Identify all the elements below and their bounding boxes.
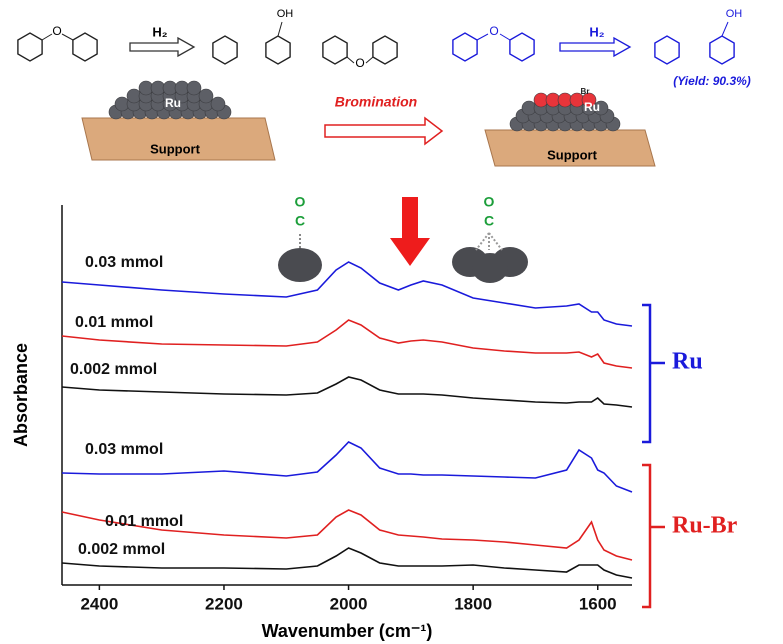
arrow <box>390 197 430 266</box>
atom-label: OH <box>277 8 294 20</box>
atom <box>593 100 609 116</box>
x-tick-label: 1800 <box>454 594 492 613</box>
yield: (Yield: 90.3%) <box>673 74 751 88</box>
series-label: 0.002 mmol <box>78 541 165 558</box>
atom-label: O <box>489 24 498 38</box>
series-label: 0.03 mmol <box>85 441 163 458</box>
atom <box>198 88 214 104</box>
arrow <box>324 116 444 146</box>
bond <box>41 21 374 64</box>
x-tick-label: 2400 <box>80 594 118 613</box>
arrow <box>129 36 196 58</box>
series-label: 0.01 mmol <box>105 513 183 530</box>
ring <box>452 32 478 62</box>
ring <box>654 35 680 65</box>
spectrum <box>61 547 633 579</box>
ring <box>72 32 98 62</box>
metal-label: Ru <box>584 100 600 114</box>
scheme: Support Support H₂ H₂ O OH O O OH (Yield… <box>52 8 751 167</box>
ring <box>509 32 535 62</box>
spectrum <box>61 441 633 493</box>
ring <box>212 35 238 65</box>
atom-label: Br <box>581 87 590 96</box>
metal-label: Ru <box>165 96 181 110</box>
atom <box>186 80 202 96</box>
ring <box>709 35 735 65</box>
spectrum <box>61 319 633 369</box>
group-label: Ru-Br <box>672 513 738 539</box>
co-site <box>472 253 508 283</box>
ring <box>372 35 398 65</box>
atom-label: OH <box>726 8 743 20</box>
step-label: Bromination <box>335 94 417 110</box>
x-tick-label: 1600 <box>579 594 617 613</box>
atom-label: O <box>355 56 364 70</box>
reagent: H₂ <box>589 24 604 39</box>
ring <box>265 35 291 65</box>
co-label: O <box>484 194 495 210</box>
atom <box>210 96 226 112</box>
co-site <box>278 248 322 282</box>
series-label: 0.03 mmol <box>85 254 163 271</box>
spectrum <box>61 509 633 561</box>
x-tick-label: 2000 <box>330 594 368 613</box>
spectrum <box>61 376 633 408</box>
reagent: H₂ <box>152 24 167 39</box>
co-label: O <box>295 194 306 210</box>
support-label: Support <box>547 147 597 162</box>
y-axis-label: Absorbance <box>11 343 31 447</box>
co-label: C <box>484 213 494 229</box>
spectrum <box>61 261 633 327</box>
bond <box>476 21 729 41</box>
x-tick-label: 2200 <box>205 594 243 613</box>
x-axis-label: Wavenumber (cm⁻¹) <box>262 621 433 641</box>
group-label: Ru <box>672 349 703 375</box>
bracket <box>642 303 665 444</box>
series-label: 0.01 mmol <box>75 314 153 331</box>
atom <box>581 92 597 108</box>
atom-label: O <box>52 24 61 38</box>
ring <box>17 32 43 62</box>
bracket <box>642 463 665 609</box>
co-bond <box>475 232 503 251</box>
arrow <box>559 36 632 58</box>
ring <box>322 35 348 65</box>
support-label: Support <box>150 141 200 156</box>
co-label: C <box>295 213 305 229</box>
series-label: 0.002 mmol <box>70 361 157 378</box>
